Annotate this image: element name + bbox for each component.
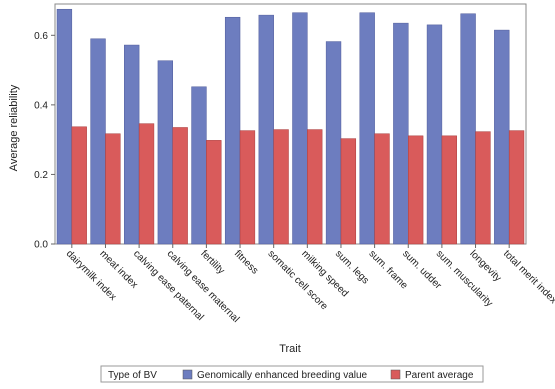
x-tick-label: somatic cell score bbox=[266, 248, 330, 312]
legend-swatch-parent-average bbox=[390, 369, 401, 380]
bar-gebv-11 bbox=[393, 22, 409, 245]
bars-layer bbox=[56, 8, 525, 245]
x-tick-label: fertility bbox=[198, 248, 226, 276]
y-tick-label: 0.0 bbox=[34, 240, 48, 251]
x-axis-label: Trait bbox=[279, 343, 301, 355]
bar-gebv-5 bbox=[191, 86, 207, 245]
y-tick-label: 0.2 bbox=[34, 170, 48, 181]
bar-parent-average-14 bbox=[508, 130, 525, 245]
legend-swatch-gebv bbox=[182, 369, 193, 380]
bar-gebv-3 bbox=[124, 44, 140, 245]
y-axis-label: Average reliability bbox=[8, 84, 20, 171]
y-tick-label: 0.4 bbox=[34, 100, 48, 111]
y-tick-label: 0.6 bbox=[34, 31, 48, 42]
legend-label-parent-average: Parent average bbox=[405, 370, 474, 381]
bar-gebv-13 bbox=[460, 13, 476, 245]
bar-parent-average-3 bbox=[138, 123, 155, 245]
bar-gebv-12 bbox=[426, 24, 443, 245]
legend-title: Type of BV bbox=[108, 370, 157, 381]
bar-gebv-6 bbox=[224, 16, 241, 245]
bar-gebv-14 bbox=[494, 29, 510, 245]
bar-parent-average-8 bbox=[307, 129, 323, 245]
bar-gebv-8 bbox=[292, 12, 308, 245]
bar-parent-average-12 bbox=[441, 135, 457, 245]
bar-parent-average-2 bbox=[105, 133, 121, 245]
y-axis: 0.0 0.2 0.4 0.6 bbox=[34, 31, 55, 251]
bar-parent-average-6 bbox=[239, 130, 256, 245]
bar-gebv-2 bbox=[90, 38, 106, 245]
bar-parent-average-7 bbox=[273, 129, 289, 245]
bar-parent-average-11 bbox=[408, 135, 424, 245]
legend-box bbox=[100, 365, 484, 383]
bar-parent-average-1 bbox=[71, 126, 87, 245]
bar-parent-average-4 bbox=[172, 127, 188, 245]
bar-gebv-1 bbox=[56, 8, 73, 245]
x-tick-label: total merit index bbox=[501, 248, 555, 306]
x-tick-label: fitness bbox=[232, 248, 260, 276]
legend-label-gebv: Genomically enhanced breeding value bbox=[197, 370, 368, 381]
bar-parent-average-13 bbox=[475, 131, 491, 245]
legend: Type of BV Genomically enhanced breeding… bbox=[100, 365, 484, 383]
bar-parent-average-5 bbox=[206, 140, 222, 245]
bar-gebv-7 bbox=[258, 14, 274, 245]
bar-gebv-10 bbox=[359, 12, 375, 245]
bar-gebv-4 bbox=[157, 60, 173, 245]
bar-gebv-9 bbox=[325, 41, 342, 245]
bar-parent-average-9 bbox=[340, 138, 357, 245]
bar-parent-average-10 bbox=[374, 133, 390, 245]
